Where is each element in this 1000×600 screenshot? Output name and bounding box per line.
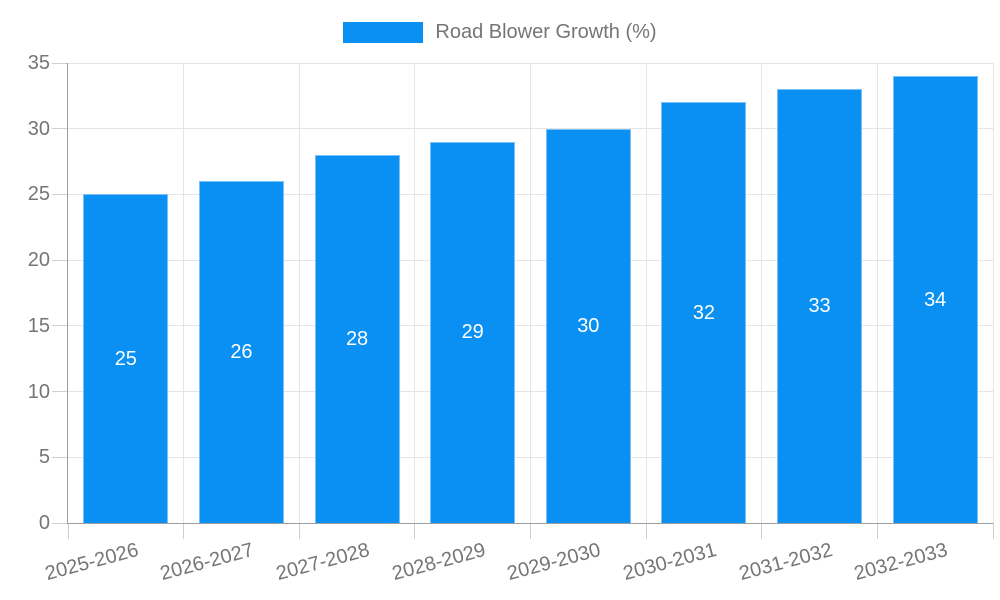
x-gridline: [530, 63, 531, 523]
y-axis-line: [67, 63, 68, 524]
x-tick-mark: [645, 523, 647, 539]
x-tick-mark: [876, 523, 878, 539]
y-axis-tick-label: 20: [27, 249, 50, 272]
y-axis-tick-label: 10: [27, 380, 50, 403]
x-gridline: [645, 63, 647, 523]
x-axis-line: [68, 523, 993, 524]
legend: Road Blower Growth (%): [0, 20, 1000, 44]
bar: [83, 194, 169, 523]
bar: [661, 102, 747, 523]
x-tick-mark: [761, 523, 763, 539]
bar: [430, 141, 516, 523]
x-tick-mark: [414, 523, 416, 539]
bar: [892, 76, 978, 523]
x-gridline: [183, 63, 185, 523]
y-tick-mark: [52, 522, 68, 524]
y-tick-mark: [52, 193, 68, 195]
y-axis-tick-label: 30: [27, 117, 50, 140]
y-axis-tick-label: 15: [27, 314, 50, 337]
bar-value-label: 29: [461, 321, 484, 344]
bar: [314, 155, 400, 523]
x-gridline: [298, 63, 300, 523]
y-axis-tick-label: 35: [27, 52, 50, 74]
x-tick-mark: [298, 523, 300, 539]
legend-item[interactable]: Road Blower Growth (%): [343, 20, 657, 44]
bar-value-label: 28: [345, 328, 369, 350]
x-tick-mark: [530, 523, 531, 539]
y-tick-mark: [52, 62, 68, 64]
bar: [777, 89, 863, 523]
bar: [545, 128, 631, 523]
y-tick-mark: [52, 259, 68, 261]
x-gridline: [761, 63, 763, 523]
bar-value-label: 33: [808, 295, 831, 318]
bar-value-label: 30: [577, 314, 600, 337]
y-tick-mark: [52, 391, 68, 393]
x-gridline: [414, 63, 416, 523]
y-tick-mark: [52, 128, 68, 130]
x-tick-mark: [183, 523, 185, 539]
bar-value-label: 26: [230, 341, 253, 364]
y-axis-tick-label: 5: [38, 446, 50, 469]
x-tick-mark: [67, 523, 69, 539]
bar-value-label: 34: [924, 288, 947, 311]
bar: [198, 181, 284, 523]
legend-swatch-icon: [343, 21, 424, 43]
bar-value-label: 25: [114, 347, 137, 370]
legend-label: Road Blower Growth (%): [435, 21, 657, 43]
x-tick-mark: [992, 523, 994, 539]
y-tick-mark: [52, 325, 68, 327]
bar-value-label: 32: [692, 301, 716, 324]
x-gridline: [876, 63, 878, 523]
y-tick-mark: [52, 456, 68, 458]
y-axis-tick-label: 0: [38, 512, 50, 534]
y-axis-tick-label: 25: [27, 183, 50, 206]
x-gridline: [992, 63, 994, 523]
